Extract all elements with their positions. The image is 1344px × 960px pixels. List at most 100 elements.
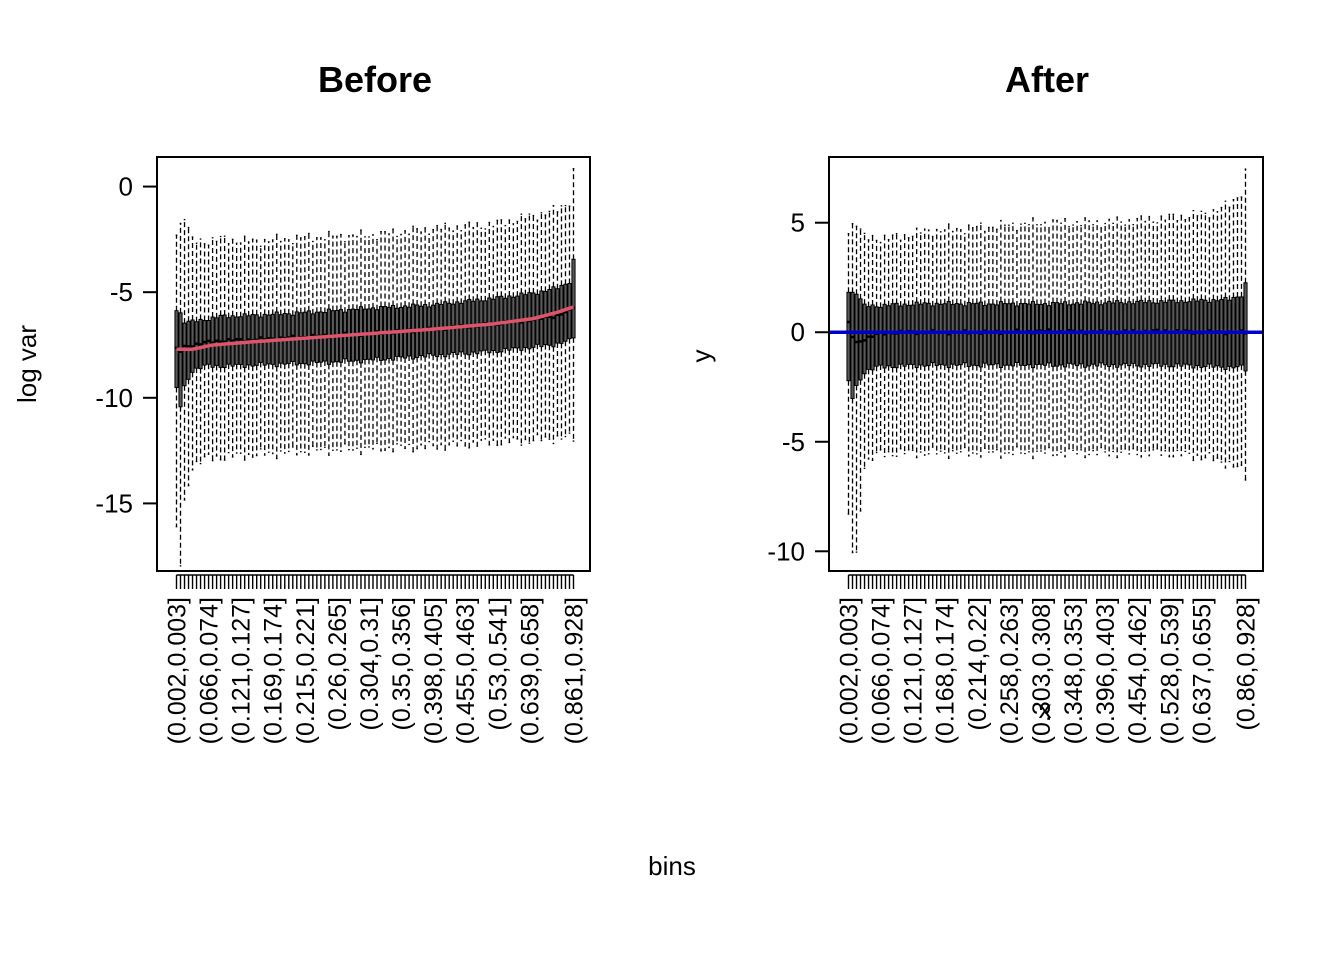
after-x-axis: (0.002,0.003] (0.066,0.074] (0.121,0.127](…: [836, 574, 1261, 744]
before-box: [555, 211, 560, 437]
after-box-body: [846, 291, 851, 382]
after-box: [870, 234, 875, 462]
after-box-body: [1050, 302, 1056, 367]
after-box-body: [1022, 302, 1028, 366]
before-overlay: [176, 305, 575, 351]
after-box-body: [898, 305, 903, 365]
after-box-body: [882, 303, 887, 369]
after-x-tick-label: (0.637,0.655]: [1188, 597, 1216, 744]
after-box-body: [958, 303, 963, 366]
after-box: [1014, 229, 1019, 448]
after-x-tick-label: (0.396,0.403]: [1092, 597, 1120, 744]
before-plot-frame: [156, 156, 591, 572]
after-x-axis-label: x: [1039, 694, 1052, 724]
after-box-body: [938, 303, 943, 365]
after-box: [1095, 220, 1100, 456]
after-box: [954, 227, 959, 454]
before-x-tick-label: (0.002,0.003]: [164, 597, 192, 744]
after-x-tick-label: (0.214,0.22]: [964, 597, 992, 730]
after-box-body: [1026, 303, 1032, 366]
before-box: [206, 244, 211, 455]
before-title: Before: [318, 59, 432, 100]
before-box: [198, 238, 203, 465]
after-box-body: [858, 298, 863, 381]
before-box: [202, 243, 207, 458]
before-y-tick-label: -5: [110, 277, 133, 307]
before-y-axis-label: log var: [12, 325, 42, 403]
before-box-body: [571, 258, 576, 339]
after-y-axis: 5 0 -5 -10: [767, 208, 829, 566]
before-box-body: [226, 317, 231, 365]
after-box-body: [1014, 305, 1019, 364]
before-x-tick-label: (0.304,0.31]: [356, 597, 384, 730]
after-box-body: [1058, 303, 1064, 366]
before-box: [563, 204, 568, 438]
after-box-body: [862, 303, 867, 375]
after-box: [854, 225, 859, 553]
before-box: [210, 237, 215, 462]
after-box-body: [1062, 301, 1068, 368]
after-x-tick-label: (0.168,0.174]: [932, 597, 960, 744]
after-box-body: [1018, 303, 1023, 366]
after-box-body: [1002, 303, 1007, 366]
after-box-body: [906, 304, 911, 365]
after-box-body: [894, 302, 899, 369]
before-box-body: [234, 316, 239, 365]
before-box: [190, 236, 195, 471]
after-box: [898, 239, 903, 450]
after-title: After: [1005, 59, 1089, 100]
before-x-tick-label: (0.169,0.174]: [260, 597, 288, 744]
after-box: [1034, 224, 1040, 452]
after-box-body: [854, 293, 859, 386]
before-box-body: [567, 282, 572, 340]
after-x-tick-label: (0.303,0.308]: [1028, 597, 1056, 744]
before-x-tick-label: (0.35,0.356]: [388, 597, 416, 730]
after-plot-frame: [828, 156, 1264, 572]
after-x-tick-label: (0.258,0.263]: [996, 597, 1024, 744]
after-box: [862, 232, 867, 469]
after-box-body: [930, 305, 935, 364]
before-box: [539, 212, 544, 442]
before-x-tick-label: (0.215,0.221]: [292, 597, 320, 744]
before-box: [230, 238, 235, 458]
after-box: [1042, 221, 1048, 454]
before-y-tick-label: 0: [119, 172, 133, 202]
after-box-body: [942, 303, 947, 366]
before-box: [234, 242, 239, 454]
after-box-body: [954, 303, 959, 366]
before-box: [559, 205, 564, 440]
before-box-body: [178, 312, 183, 408]
after-y-tick-label: -5: [782, 427, 805, 457]
after-box-body: [886, 305, 891, 367]
after-y-axis-label: y: [686, 350, 716, 363]
before-y-tick-label: -15: [95, 488, 133, 518]
after-box-body: [1042, 303, 1048, 366]
after-x-tick-label: (0.86,0.928]: [1233, 597, 1261, 730]
before-box: [194, 242, 199, 463]
before-box: [214, 240, 219, 457]
after-box-body: [1006, 303, 1011, 366]
after-box-body: [902, 303, 907, 367]
after-box-body: [1034, 303, 1040, 365]
before-box: [547, 210, 552, 440]
after-box: [850, 223, 855, 554]
before-box-body: [182, 322, 187, 387]
before-x-tick-label: (0.26,0.265]: [324, 597, 352, 730]
after-box: [1054, 219, 1060, 456]
before-box: [551, 204, 556, 445]
after-box-body: [890, 303, 895, 368]
after-box-body: [1066, 304, 1072, 364]
before-x-tick-label: (0.121,0.127]: [228, 597, 256, 744]
after-x-tick-label: (0.121,0.127]: [900, 597, 928, 744]
after-y-tick-label: -10: [767, 536, 805, 566]
after-box-body: [950, 304, 955, 365]
before-box-body: [206, 320, 211, 365]
before-x-tick-label: (0.066,0.074]: [196, 597, 224, 744]
after-box: [922, 228, 927, 456]
after-y-tick-label: 5: [791, 208, 805, 238]
before-box: [218, 235, 223, 461]
after-box-body: [974, 302, 979, 367]
after-box-body: [878, 306, 883, 366]
after-box: [866, 239, 871, 460]
after-box: [1050, 219, 1056, 457]
